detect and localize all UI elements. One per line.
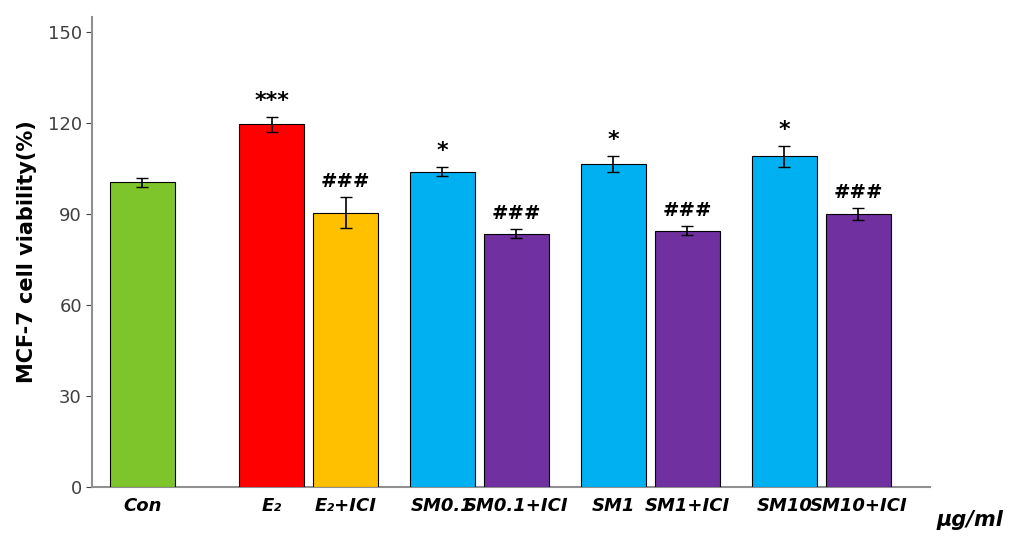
Text: μg/ml: μg/ml (935, 510, 1003, 531)
Y-axis label: MCF-7 cell viability(%): MCF-7 cell viability(%) (16, 121, 37, 383)
Bar (581, 164, 645, 487)
Text: *: * (777, 120, 790, 139)
Text: *: * (436, 141, 447, 161)
Text: ###: ### (833, 183, 882, 202)
Text: ###: ### (320, 172, 370, 191)
Text: ***: *** (254, 91, 288, 111)
Bar (751, 156, 816, 487)
Text: ###: ### (491, 204, 541, 223)
Bar (239, 125, 304, 487)
Bar (654, 231, 719, 487)
Bar (410, 172, 474, 487)
Text: *: * (607, 130, 619, 150)
Text: ###: ### (662, 201, 711, 220)
Bar (825, 214, 890, 487)
Bar (313, 213, 377, 487)
Bar (110, 182, 174, 487)
Bar (484, 234, 548, 487)
